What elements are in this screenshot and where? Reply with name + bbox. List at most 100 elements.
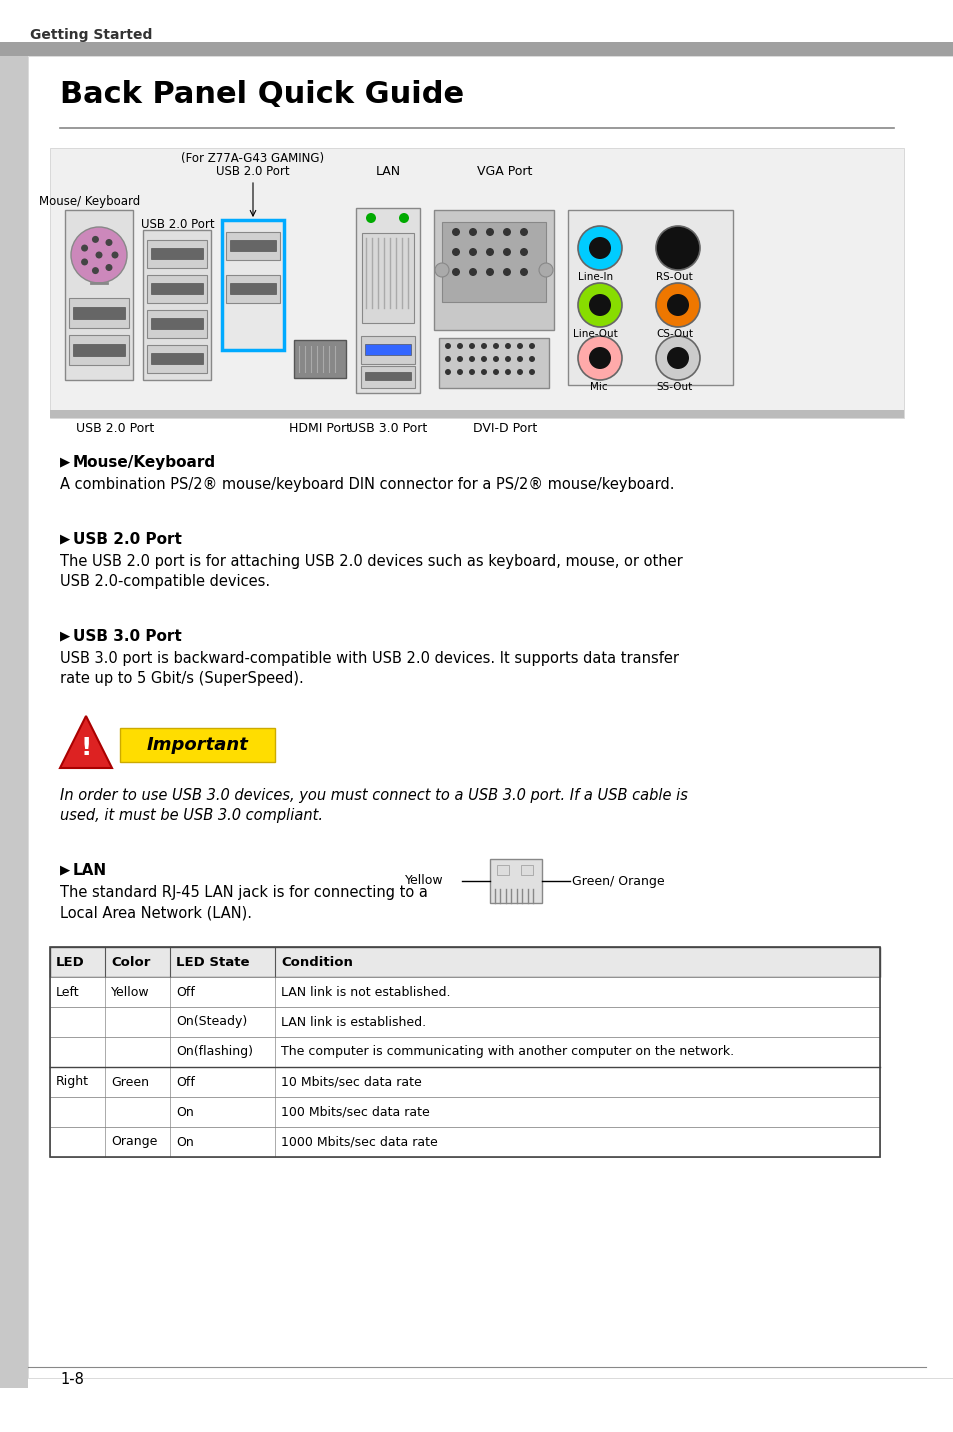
- Circle shape: [469, 369, 475, 375]
- Text: The standard RJ-45 LAN jack is for connecting to a: The standard RJ-45 LAN jack is for conne…: [60, 885, 428, 899]
- Circle shape: [588, 294, 610, 316]
- Bar: [361, 233, 414, 324]
- Text: CS-Out: CS-Out: [656, 329, 692, 339]
- Circle shape: [81, 245, 88, 252]
- Circle shape: [456, 357, 462, 362]
- Circle shape: [398, 213, 409, 223]
- Bar: [50, 410, 903, 418]
- Text: USB 2.0 Port: USB 2.0 Port: [73, 533, 182, 547]
- Text: 1-8: 1-8: [60, 1372, 84, 1388]
- Bar: [50, 947, 879, 1157]
- Circle shape: [578, 226, 621, 271]
- Text: On(Steady): On(Steady): [175, 1015, 247, 1028]
- Circle shape: [529, 357, 535, 362]
- Circle shape: [81, 258, 88, 265]
- Text: Green/ Orange: Green/ Orange: [572, 875, 664, 888]
- Bar: [441, 222, 545, 302]
- Bar: [0, 56, 28, 1388]
- Text: 1000 Mbits/sec data rate: 1000 Mbits/sec data rate: [281, 1136, 437, 1148]
- Text: LAN: LAN: [73, 863, 107, 878]
- Text: USB 3.0 Port: USB 3.0 Port: [73, 629, 182, 644]
- Text: On: On: [175, 1106, 193, 1118]
- Bar: [490, 859, 541, 904]
- Circle shape: [91, 236, 99, 243]
- Bar: [497, 865, 509, 875]
- Circle shape: [493, 357, 498, 362]
- Text: Mouse/ Keyboard: Mouse/ Keyboard: [39, 195, 140, 208]
- Text: The computer is communicating with another computer on the network.: The computer is communicating with anoth…: [281, 1045, 734, 1058]
- Text: Yellow: Yellow: [405, 875, 443, 888]
- Bar: [50, 1007, 879, 1037]
- Circle shape: [469, 228, 476, 236]
- Bar: [520, 865, 533, 875]
- Text: Yellow: Yellow: [111, 985, 150, 998]
- Bar: [69, 298, 129, 328]
- Bar: [360, 367, 415, 388]
- Text: used, it must be USB 3.0 compliant.: used, it must be USB 3.0 compliant.: [60, 808, 323, 823]
- Text: Mic: Mic: [589, 382, 607, 392]
- Circle shape: [538, 263, 553, 276]
- Circle shape: [106, 239, 112, 246]
- Circle shape: [517, 344, 522, 349]
- Bar: [222, 221, 284, 349]
- Circle shape: [485, 248, 494, 256]
- Bar: [151, 248, 203, 259]
- Circle shape: [578, 337, 621, 379]
- Bar: [147, 345, 207, 372]
- Polygon shape: [60, 716, 112, 768]
- Bar: [226, 232, 280, 261]
- Circle shape: [444, 369, 451, 375]
- Text: LAN: LAN: [375, 165, 400, 178]
- Circle shape: [493, 369, 498, 375]
- Text: Condition: Condition: [281, 955, 353, 968]
- Circle shape: [106, 263, 112, 271]
- Text: USB 2.0-compatible devices.: USB 2.0-compatible devices.: [60, 574, 270, 589]
- Circle shape: [588, 347, 610, 369]
- Text: Off: Off: [175, 1075, 194, 1088]
- Circle shape: [91, 268, 99, 274]
- Circle shape: [502, 268, 511, 276]
- Bar: [147, 241, 207, 268]
- Text: On(flashing): On(flashing): [175, 1045, 253, 1058]
- Text: Off: Off: [175, 985, 194, 998]
- Circle shape: [444, 344, 451, 349]
- Circle shape: [517, 369, 522, 375]
- Circle shape: [529, 344, 535, 349]
- Text: Color: Color: [111, 955, 151, 968]
- Text: ▶: ▶: [60, 629, 71, 642]
- Circle shape: [452, 248, 459, 256]
- Circle shape: [366, 213, 375, 223]
- Text: ▶: ▶: [60, 455, 71, 468]
- Text: USB 2.0 Port: USB 2.0 Port: [76, 422, 154, 435]
- Text: A combination PS/2® mouse/keyboard DIN connector for a PS/2® mouse/keyboard.: A combination PS/2® mouse/keyboard DIN c…: [60, 477, 674, 493]
- Bar: [230, 284, 275, 294]
- Bar: [151, 318, 203, 329]
- Circle shape: [480, 344, 486, 349]
- Bar: [151, 354, 203, 364]
- Circle shape: [504, 344, 511, 349]
- Bar: [73, 306, 125, 319]
- Text: !: !: [80, 736, 91, 760]
- Text: Mouse/Keyboard: Mouse/Keyboard: [73, 455, 216, 470]
- Bar: [50, 977, 879, 1007]
- Circle shape: [504, 357, 511, 362]
- Text: DVI-D Port: DVI-D Port: [473, 422, 537, 435]
- Bar: [50, 1037, 879, 1067]
- Text: LAN link is established.: LAN link is established.: [281, 1015, 426, 1028]
- Bar: [147, 275, 207, 304]
- Circle shape: [485, 268, 494, 276]
- Text: USB 3.0 port is backward-compatible with USB 2.0 devices. It supports data trans: USB 3.0 port is backward-compatible with…: [60, 652, 679, 666]
- Bar: [120, 727, 274, 762]
- Bar: [50, 947, 879, 977]
- Bar: [434, 211, 554, 329]
- Text: Local Area Network (LAN).: Local Area Network (LAN).: [60, 905, 252, 919]
- Bar: [50, 1067, 879, 1097]
- Bar: [365, 372, 411, 379]
- Circle shape: [666, 294, 688, 316]
- Text: (For Z77A-G43 GAMING): (For Z77A-G43 GAMING): [181, 152, 324, 165]
- Circle shape: [529, 369, 535, 375]
- Circle shape: [452, 268, 459, 276]
- Bar: [143, 231, 211, 379]
- Bar: [365, 344, 411, 355]
- Text: USB 3.0 Port: USB 3.0 Port: [349, 422, 427, 435]
